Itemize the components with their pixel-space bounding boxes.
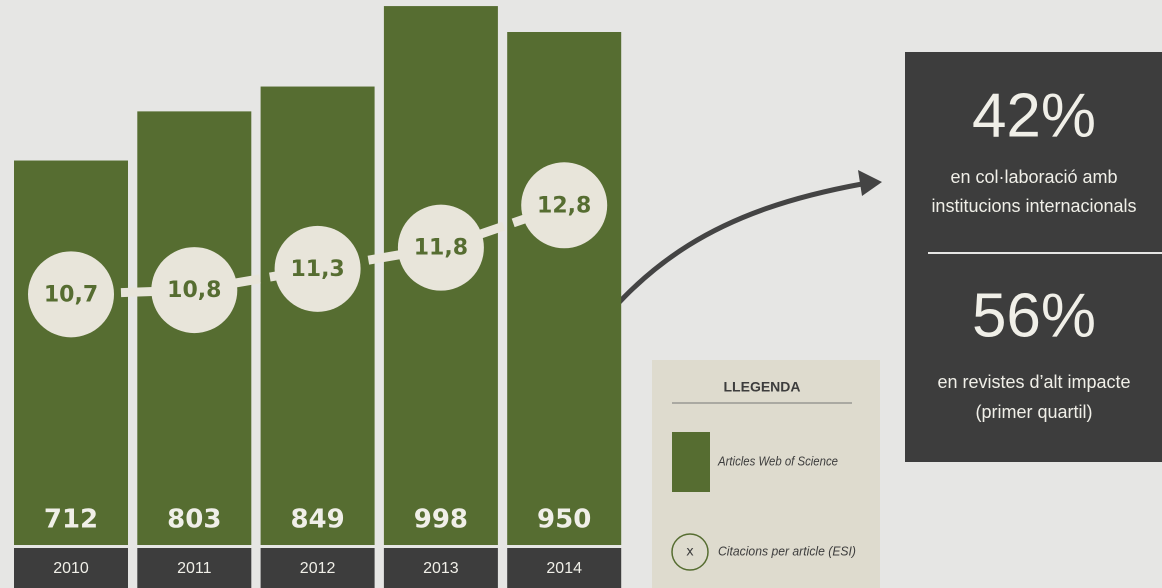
year-box	[507, 548, 622, 588]
legend-marker	[671, 533, 709, 571]
legend-title: LLEGENDA	[724, 379, 801, 395]
x-tick-label: 2014	[546, 560, 582, 577]
citation-label: 11,3	[290, 257, 344, 282]
bar-value-label: 712	[44, 505, 98, 535]
citation-point	[151, 247, 238, 334]
citation-label: 11,8	[414, 236, 468, 261]
legend-marker-label: x	[686, 545, 694, 560]
citation-label: 10,7	[44, 282, 98, 307]
citation-point	[521, 162, 608, 249]
year-box	[383, 548, 498, 588]
legend-label: Citacions per article (ESI)	[718, 543, 856, 558]
bar-value-label: 998	[414, 505, 468, 535]
year-box	[14, 548, 128, 588]
bar-value-label: 950	[537, 505, 591, 535]
arrow-head	[858, 170, 882, 196]
x-tick-label: 2011	[177, 560, 212, 577]
legend-label: Articles Web of Science	[717, 453, 838, 468]
citation-label: 12,8	[537, 193, 591, 218]
x-tick-label: 2012	[300, 560, 336, 577]
citation-point	[274, 225, 361, 312]
citation-label: 10,8	[167, 278, 221, 303]
highlight-value: 42%	[972, 81, 1096, 150]
bar-value-label: 803	[167, 505, 221, 535]
bar	[507, 32, 622, 545]
year-box	[137, 548, 252, 588]
bar-value-label: 849	[290, 505, 344, 535]
year-box	[260, 548, 375, 588]
x-tick-label: 2013	[423, 560, 459, 577]
x-tick-label: 2010	[53, 560, 89, 577]
highlight-text: en col·laboració amb	[950, 167, 1117, 187]
highlight-text: en revistes d’alt impacte	[937, 372, 1130, 392]
legend-swatch	[672, 432, 710, 492]
highlight-value: 56%	[972, 281, 1096, 350]
bar	[14, 160, 128, 545]
highlight-panel	[905, 52, 1162, 462]
citation-point	[28, 251, 114, 338]
highlight-text: institucions internacionals	[931, 196, 1136, 216]
citation-point	[397, 204, 484, 291]
bar	[260, 86, 375, 545]
highlight-text: (primer quartil)	[975, 402, 1092, 422]
